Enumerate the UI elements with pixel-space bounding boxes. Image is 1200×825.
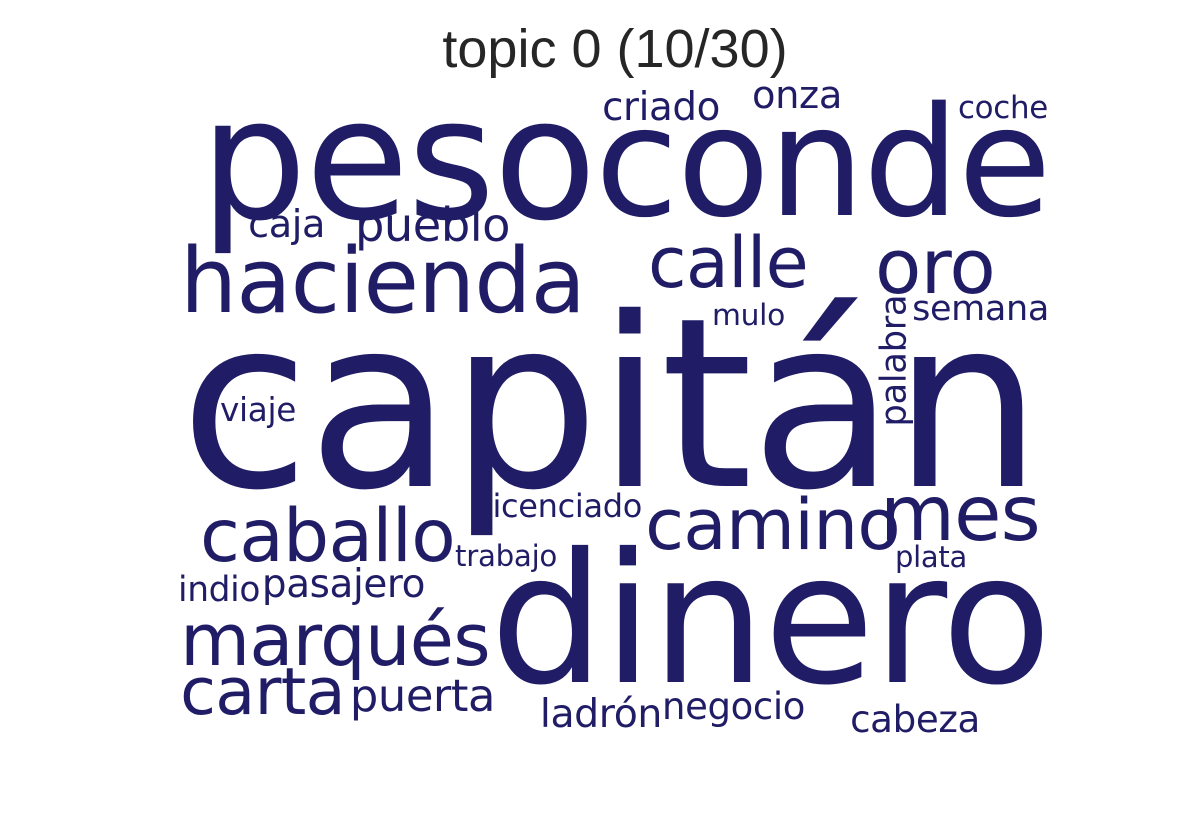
cloud-word: onza (752, 72, 842, 118)
cloud-title: topic 0 (10/30) (442, 19, 788, 79)
cloud-word: semana (912, 288, 1049, 329)
cloud-word: cabeza (850, 697, 980, 742)
cloud-word: plata (895, 539, 967, 574)
cloud-word: hacienda (180, 229, 586, 335)
cloud-word: oro (875, 222, 996, 311)
cloud-word: dinero (490, 513, 1052, 725)
cloud-word: pueblo (355, 197, 511, 252)
cloud-word: coche (958, 89, 1048, 126)
cloud-word: licenciado (483, 487, 643, 525)
cloud-word: criado (602, 84, 720, 130)
cloud-word: viaje (220, 391, 297, 430)
cloud-word: trabajo (455, 539, 558, 574)
cloud-word: caballo (200, 495, 456, 580)
cloud-word: calle (648, 221, 809, 304)
cloud-word: mulo (712, 298, 785, 334)
cloud-word: pasajero (261, 561, 426, 607)
cloud-word: peso (200, 61, 597, 258)
cloud-word: palabra (873, 295, 915, 427)
cloud-word: puerta (349, 669, 496, 723)
cloud-word: mes (880, 470, 1041, 559)
cloud-word: caja (248, 202, 325, 247)
cloud-word: conde (595, 73, 1051, 251)
cloud-word: camino (645, 482, 901, 566)
cloud-word: marqués (180, 597, 491, 682)
cloud-word: carta (180, 653, 345, 730)
cloud-word: indio (178, 569, 261, 610)
cloud-word: negocio (662, 685, 806, 728)
cloud-word: ladrón (539, 690, 663, 737)
cloud-word: capitán (180, 267, 1042, 542)
